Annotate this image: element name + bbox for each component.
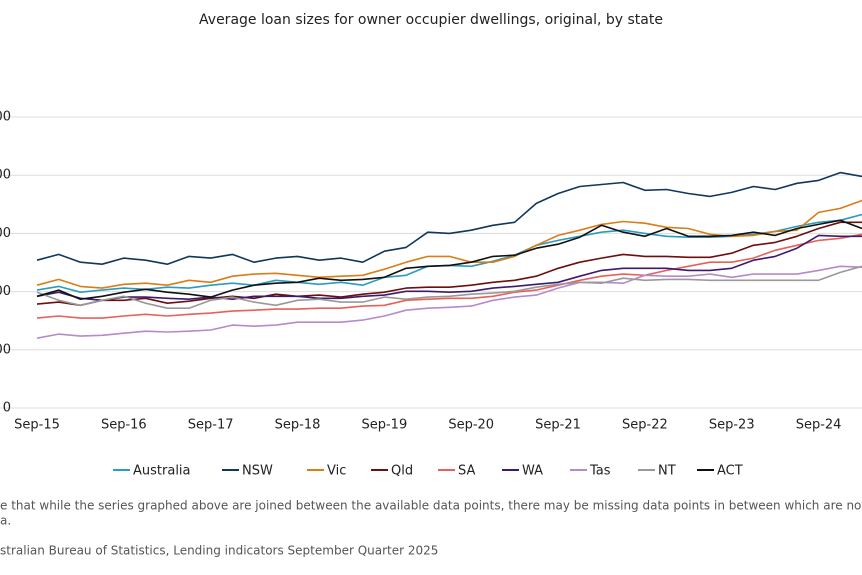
legend-label: WA xyxy=(522,464,543,479)
legend-label: SA xyxy=(458,464,475,479)
series-line xyxy=(36,171,862,265)
x-tick-label: Sep-23 xyxy=(709,418,755,433)
legend-label: NSW xyxy=(242,464,273,479)
x-tick-label: Sep-18 xyxy=(275,418,321,433)
legend-label: NT xyxy=(658,464,676,479)
legend-label: Vic xyxy=(327,464,346,479)
series-line xyxy=(36,233,862,319)
series-line xyxy=(36,219,862,300)
series-line xyxy=(36,234,862,302)
note: e that while the series graphed above ar… xyxy=(0,499,862,513)
legend-label: ACT xyxy=(717,464,743,479)
x-tick-label: Sep-20 xyxy=(448,418,494,433)
series-line xyxy=(36,199,862,289)
x-tick-label: Sep-19 xyxy=(361,418,407,433)
chart-title: Average loan sizes for owner occupier dw… xyxy=(199,12,663,28)
y-tick-label: 600,000 xyxy=(0,226,11,241)
note: a. xyxy=(0,514,11,528)
legend-label: Qld xyxy=(391,464,413,479)
x-tick-label: Sep-22 xyxy=(622,418,668,433)
series-line xyxy=(36,265,862,339)
x-tick-label: Sep-21 xyxy=(535,418,581,433)
legend-label: Tas xyxy=(589,464,611,479)
legend-label: Australia xyxy=(133,464,191,479)
y-tick-label: 400,000 xyxy=(0,284,11,299)
y-tick-label: 0 xyxy=(3,401,11,416)
y-tick-label: 800,000 xyxy=(0,168,11,183)
source: stralian Bureau of Statistics, Lending i… xyxy=(0,544,438,558)
x-tick-label: Sep-17 xyxy=(188,418,234,433)
x-tick-label: Sep-24 xyxy=(796,418,842,433)
y-tick-label: 200,000 xyxy=(0,342,11,357)
x-tick-label: Sep-15 xyxy=(14,418,60,433)
y-tick-label: 1,000,000 xyxy=(0,110,11,125)
series-line xyxy=(36,265,862,309)
x-tick-label: Sep-16 xyxy=(101,418,147,433)
series-line xyxy=(36,221,862,307)
